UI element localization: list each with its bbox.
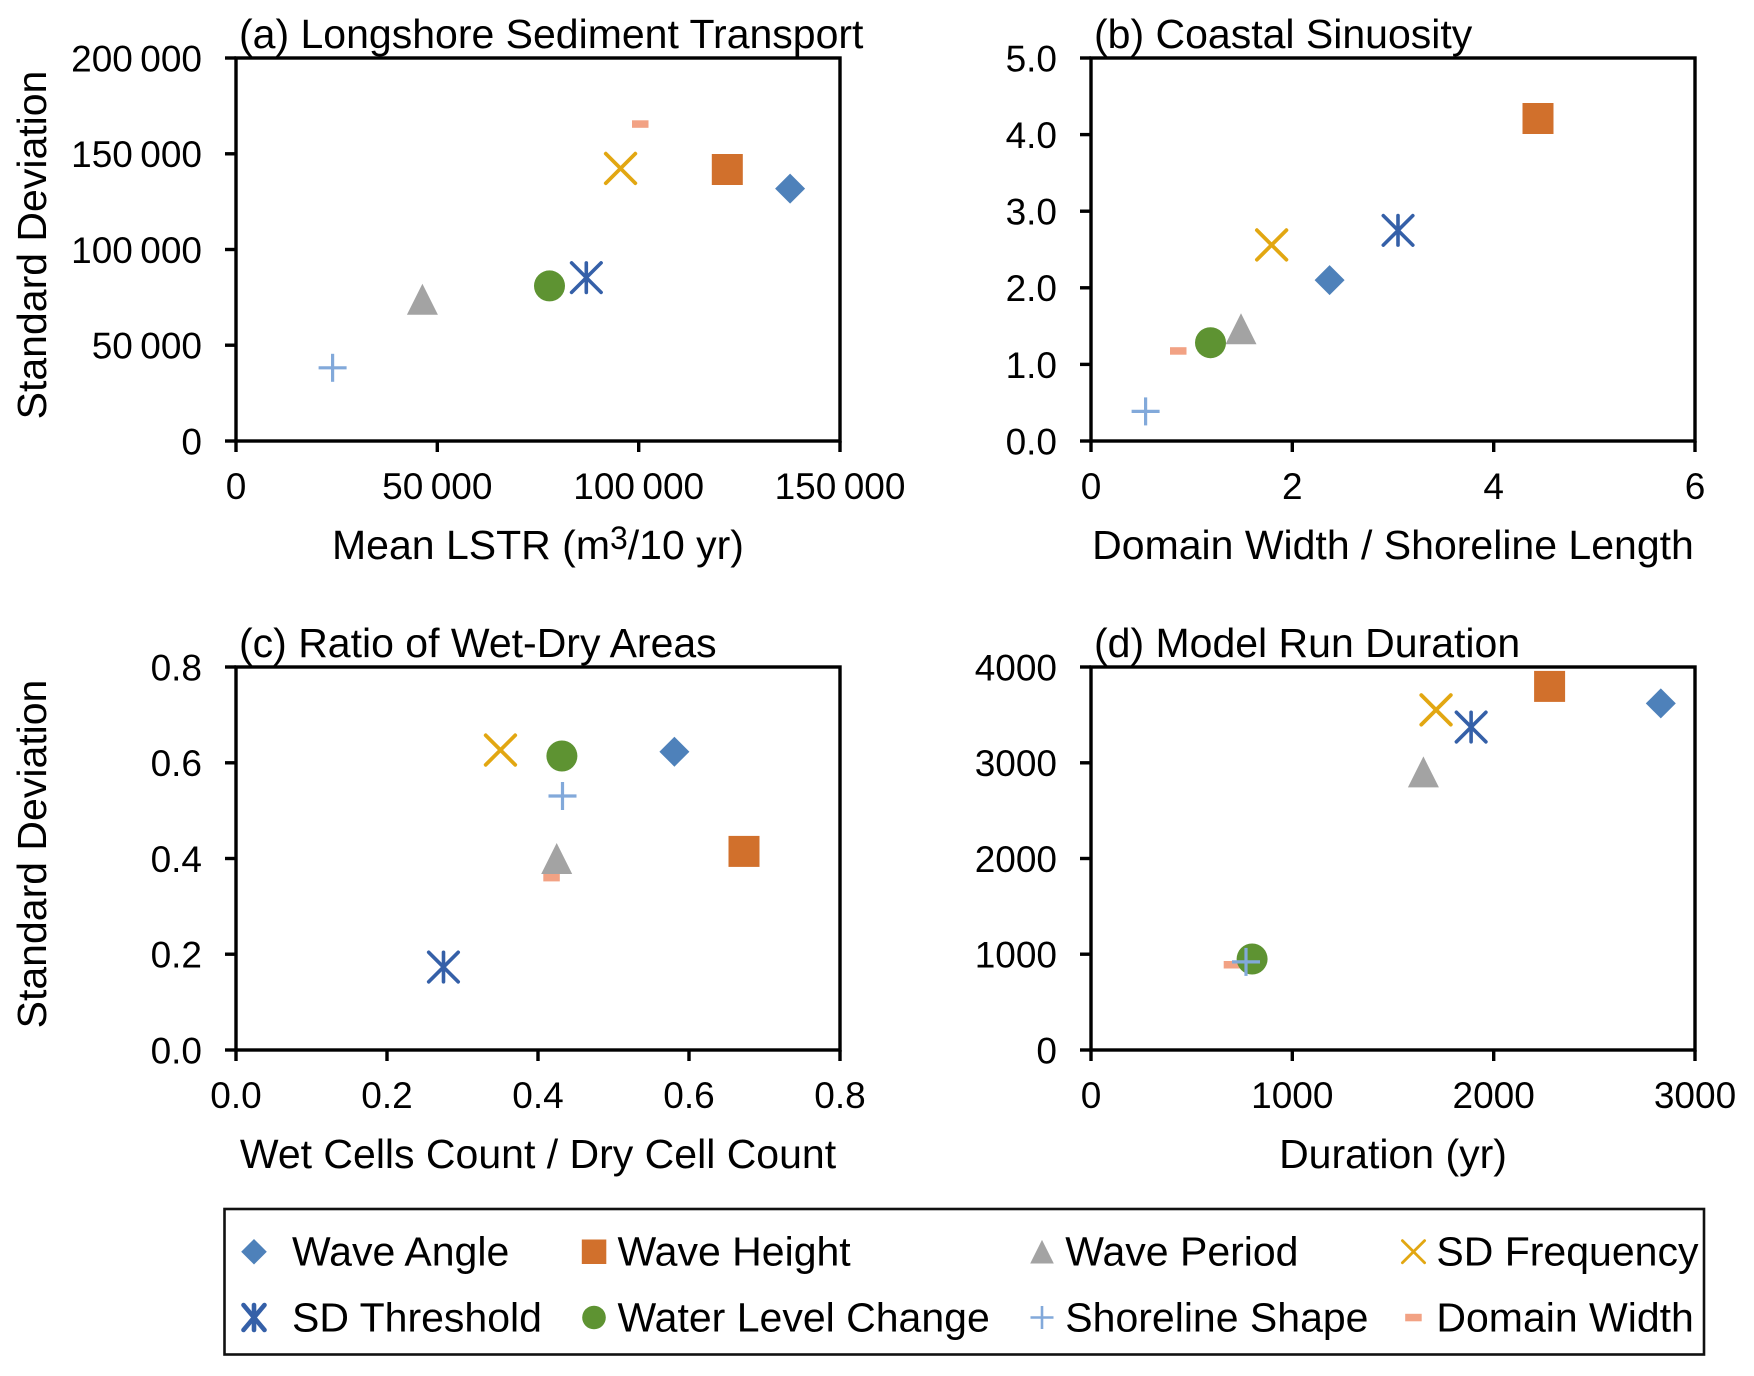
svg-text:3000: 3000 xyxy=(1654,1075,1736,1116)
svg-text:Domain Width / Shoreline Lengt: Domain Width / Shoreline Length xyxy=(1092,522,1694,568)
svg-text:0: 0 xyxy=(1036,1030,1057,1071)
svg-text:Duration (yr): Duration (yr) xyxy=(1279,1131,1507,1177)
svg-text:Wave Period: Wave Period xyxy=(1065,1229,1298,1275)
svg-text:0.0: 0.0 xyxy=(210,1075,261,1116)
svg-text:2: 2 xyxy=(1282,466,1303,507)
svg-text:0: 0 xyxy=(181,421,202,462)
svg-text:Shoreline Shape: Shoreline Shape xyxy=(1065,1295,1368,1341)
svg-text:3.0: 3.0 xyxy=(1006,192,1057,233)
svg-text:200 000: 200 000 xyxy=(71,38,202,79)
svg-text:0: 0 xyxy=(1081,466,1102,507)
svg-text:SD Frequency: SD Frequency xyxy=(1436,1229,1699,1275)
svg-text:Standard Deviation: Standard Deviation xyxy=(9,680,55,1029)
svg-text:Wet Cells Count / Dry Cell Cou: Wet Cells Count / Dry Cell Count xyxy=(240,1131,837,1177)
svg-text:(c) Ratio of Wet-Dry Areas: (c) Ratio of Wet-Dry Areas xyxy=(239,620,717,666)
svg-text:0.6: 0.6 xyxy=(663,1075,714,1116)
svg-text:2000: 2000 xyxy=(975,839,1057,880)
svg-text:4: 4 xyxy=(1483,466,1504,507)
svg-text:Water Level Change: Water Level Change xyxy=(618,1295,990,1341)
svg-text:0.0: 0.0 xyxy=(151,1030,202,1071)
svg-text:SD Threshold: SD Threshold xyxy=(292,1295,542,1341)
svg-text:2.0: 2.0 xyxy=(1006,268,1057,309)
svg-text:0.4: 0.4 xyxy=(512,1075,563,1116)
svg-text:4000: 4000 xyxy=(975,647,1057,688)
svg-text:5.0: 5.0 xyxy=(1006,38,1057,79)
svg-text:0.2: 0.2 xyxy=(151,935,202,976)
svg-text:150 000: 150 000 xyxy=(71,134,202,175)
svg-text:0: 0 xyxy=(226,466,247,507)
svg-text:Wave Angle: Wave Angle xyxy=(292,1229,509,1275)
svg-text:0.8: 0.8 xyxy=(814,1075,865,1116)
svg-text:4.0: 4.0 xyxy=(1006,115,1057,156)
svg-text:(b) Coastal Sinuosity: (b) Coastal Sinuosity xyxy=(1094,11,1473,57)
svg-text:0.8: 0.8 xyxy=(151,647,202,688)
svg-text:150 000: 150 000 xyxy=(775,466,906,507)
svg-text:0.2: 0.2 xyxy=(361,1075,412,1116)
svg-text:0: 0 xyxy=(1081,1075,1102,1116)
svg-text:100 000: 100 000 xyxy=(573,466,704,507)
svg-text:50 000: 50 000 xyxy=(382,466,492,507)
svg-text:0.4: 0.4 xyxy=(151,839,202,880)
svg-text:(d) Model Run Duration: (d) Model Run Duration xyxy=(1094,620,1520,666)
svg-text:(a) Longshore Sediment Transpo: (a) Longshore Sediment Transport xyxy=(239,11,864,57)
svg-text:0.0: 0.0 xyxy=(1006,421,1057,462)
svg-text:Domain Width: Domain Width xyxy=(1436,1295,1693,1341)
svg-text:2000: 2000 xyxy=(1453,1075,1535,1116)
svg-text:0.6: 0.6 xyxy=(151,743,202,784)
svg-text:Wave Height: Wave Height xyxy=(618,1229,852,1275)
svg-text:6: 6 xyxy=(1685,466,1706,507)
svg-text:50 000: 50 000 xyxy=(92,326,202,367)
svg-text:1000: 1000 xyxy=(1251,1075,1333,1116)
svg-text:100 000: 100 000 xyxy=(71,230,202,271)
svg-text:1.0: 1.0 xyxy=(1006,345,1057,386)
svg-text:Standard Deviation: Standard Deviation xyxy=(9,71,55,420)
svg-text:3000: 3000 xyxy=(975,743,1057,784)
svg-text:1000: 1000 xyxy=(975,935,1057,976)
svg-text:Mean LSTR (m3/10 yr): Mean LSTR (m3/10 yr) xyxy=(332,520,744,568)
